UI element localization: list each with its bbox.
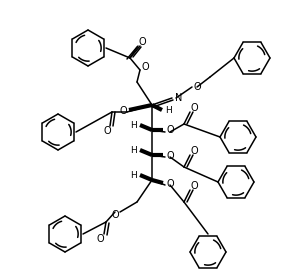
Text: O: O — [193, 82, 201, 92]
Text: O: O — [96, 234, 104, 244]
Text: O: O — [119, 106, 127, 116]
Text: H: H — [165, 106, 171, 115]
Text: O: O — [141, 62, 149, 72]
Text: H: H — [130, 146, 136, 155]
Text: O: O — [103, 126, 111, 136]
Text: H: H — [130, 120, 136, 130]
Text: O: O — [190, 103, 198, 113]
Text: H: H — [130, 171, 136, 179]
Text: O: O — [190, 181, 198, 191]
Text: N: N — [175, 93, 183, 103]
Text: O: O — [111, 210, 119, 220]
Text: O: O — [166, 179, 174, 189]
Text: O: O — [166, 125, 174, 135]
Text: O: O — [138, 37, 146, 47]
Text: O: O — [166, 151, 174, 161]
Text: O: O — [190, 146, 198, 156]
